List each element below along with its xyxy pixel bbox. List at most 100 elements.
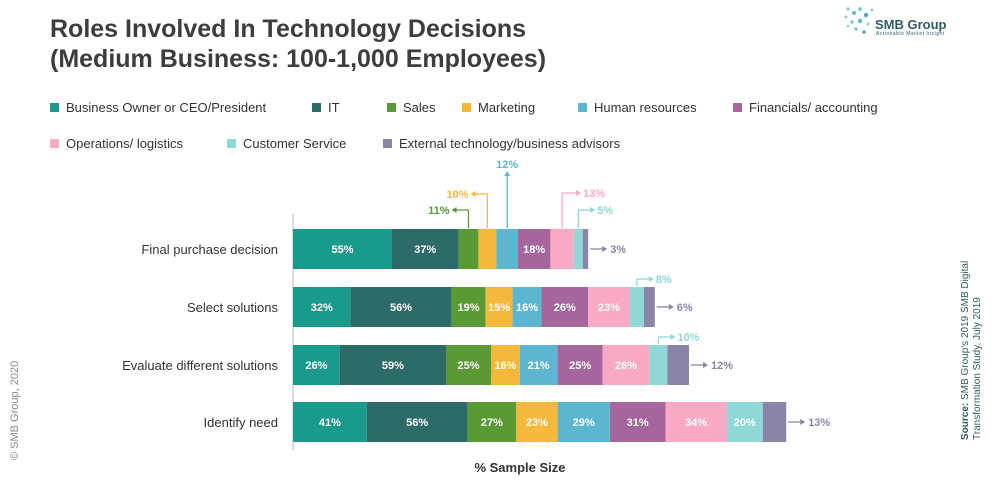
bar-segment <box>573 229 583 269</box>
bar-segment <box>491 345 520 385</box>
bar-segment <box>451 287 486 327</box>
data-label: 34% <box>685 417 707 429</box>
callout-arrow <box>800 419 806 425</box>
bar-segment <box>588 287 630 327</box>
bar-segment <box>609 402 666 442</box>
legend-swatch <box>383 139 392 148</box>
bar-segment <box>478 229 497 269</box>
bar-segment <box>516 402 558 442</box>
data-label: 6% <box>677 302 693 314</box>
bar-segment <box>665 402 727 442</box>
bar-segment <box>350 287 452 327</box>
data-label: 11% <box>428 205 450 217</box>
x-axis-label: % Sample Size <box>474 460 565 475</box>
legend-swatch <box>733 103 742 112</box>
data-label: 29% <box>573 417 595 429</box>
bar-segment <box>762 402 787 442</box>
bar-segment <box>293 287 351 327</box>
legend-label: Customer Service <box>243 136 347 151</box>
legend-label: Sales <box>403 100 436 115</box>
data-label: 23% <box>526 417 548 429</box>
callout-arrow <box>668 304 674 310</box>
bar-segment <box>550 229 574 269</box>
callout-arrow <box>648 276 654 282</box>
title-line-2: (Medium Business: 100-1,000 Employees) <box>50 45 547 73</box>
data-label: 37% <box>414 244 436 256</box>
data-label: 8% <box>656 274 672 286</box>
data-label: 23% <box>598 302 620 314</box>
bar-segment <box>557 402 610 442</box>
legend-label: Marketing <box>478 100 536 115</box>
legend-swatch <box>578 103 587 112</box>
bar-segment <box>458 229 479 269</box>
callout-arrow <box>470 191 476 197</box>
legend-label: Human resources <box>594 100 697 115</box>
source-label: Source: <box>960 402 971 440</box>
data-label: 25% <box>569 360 591 372</box>
legend-label: Business Owner or CEO/President <box>66 100 267 115</box>
data-label: 16% <box>516 302 538 314</box>
data-label: 32% <box>311 302 333 314</box>
data-label: 56% <box>406 417 428 429</box>
legend-item-5: Human resources <box>578 100 697 115</box>
bar-segment <box>649 345 668 385</box>
bar-segment <box>293 345 340 385</box>
data-label: 27% <box>481 417 503 429</box>
data-label: 56% <box>390 302 412 314</box>
callout-arrow <box>670 334 676 340</box>
logo-dots <box>844 7 874 34</box>
logo-subtitle: Actionable Market Insight <box>876 31 945 37</box>
bar-segment <box>582 229 589 269</box>
data-label: 41% <box>319 417 341 429</box>
data-label: 59% <box>382 360 404 372</box>
data-label: 13% <box>583 188 605 200</box>
bar-segment <box>496 229 518 269</box>
legend-item-2: IT <box>312 100 340 115</box>
bar-segment <box>602 345 650 385</box>
legend-item-7: Operations/ logistics <box>50 136 183 151</box>
bar-segment <box>392 229 459 269</box>
data-label: 16% <box>494 360 516 372</box>
data-label: 12% <box>711 360 733 372</box>
legend-swatch <box>387 103 396 112</box>
bar-segment <box>629 287 644 327</box>
legend-swatch <box>227 139 236 148</box>
legend-item-3: Sales <box>387 100 436 115</box>
legend-swatch <box>50 103 59 112</box>
category-label: Final purchase decision <box>141 242 278 257</box>
title-line-1: Roles Involved In Technology Decisions <box>50 15 527 43</box>
data-label: 10% <box>677 332 699 344</box>
bar-segment <box>557 345 603 385</box>
bar-segment <box>339 345 446 385</box>
data-label: 5% <box>597 205 613 217</box>
data-label: 20% <box>734 417 756 429</box>
copyright: © SMB Group, 2020 <box>9 360 21 460</box>
legend-label: Financials/ accounting <box>749 100 878 115</box>
bar-segment <box>541 287 589 327</box>
legend-item-9: External technology/business advisors <box>383 136 620 151</box>
callout-arrow <box>451 207 457 213</box>
logo-text: SMB Group <box>875 17 947 32</box>
data-label: 25% <box>457 360 479 372</box>
bar-segment <box>467 402 517 442</box>
chart-title: Roles Involved In Technology Decisions (… <box>50 14 546 74</box>
data-label: 13% <box>808 417 830 429</box>
data-label: 10% <box>446 189 468 201</box>
callout-arrow <box>576 190 582 196</box>
bar-segment <box>644 287 655 327</box>
legend-item-4: Marketing <box>462 100 535 115</box>
data-label: 31% <box>627 417 649 429</box>
bar-segment <box>667 345 689 385</box>
legend-label: External technology/business advisors <box>399 136 621 151</box>
legend-label: IT <box>328 100 340 115</box>
bar-segment <box>512 287 542 327</box>
callout-arrow <box>703 362 708 368</box>
data-label: 21% <box>528 360 550 372</box>
legend-label: Operations/ logistics <box>66 136 184 151</box>
category-label: Identify need <box>204 415 278 430</box>
bar-segment <box>518 229 551 269</box>
data-label: 3% <box>610 244 626 256</box>
bar-segment <box>366 402 468 442</box>
category-label: Evaluate different solutions <box>122 358 278 373</box>
